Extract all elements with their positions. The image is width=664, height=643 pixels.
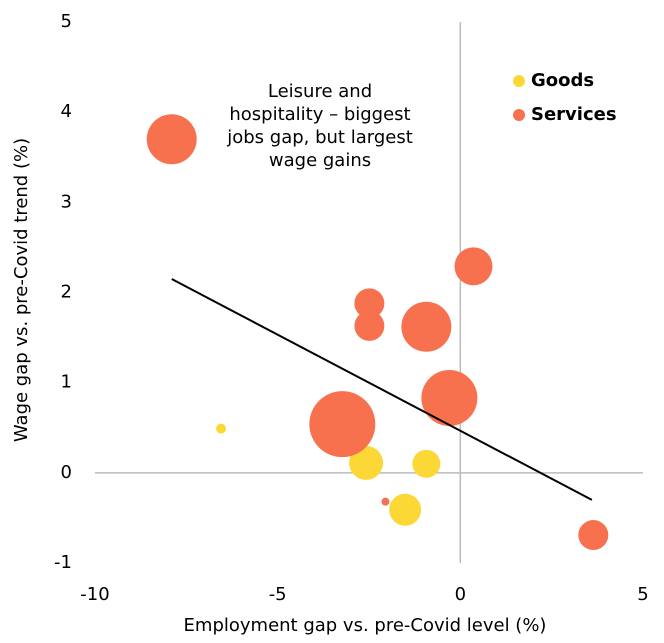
- y-tick-label: 0: [61, 462, 72, 483]
- annotation: Leisure and: [268, 81, 372, 102]
- bubble: [454, 247, 493, 286]
- bubble: [216, 423, 227, 434]
- trend-line: [171, 278, 593, 501]
- x-tick-label: -10: [80, 584, 109, 605]
- annotation: jobs gap, but largest: [226, 127, 413, 148]
- bubble: [389, 493, 422, 526]
- annotation: hospitality – biggest: [229, 104, 410, 125]
- y-tick-label: 3: [61, 191, 72, 212]
- x-tick-label: -5: [269, 584, 287, 605]
- x-tick-label: 5: [637, 584, 648, 605]
- bubble: [354, 288, 385, 319]
- y-tick-label: 4: [61, 101, 72, 122]
- bubble: [349, 445, 384, 480]
- bubble: [309, 391, 376, 458]
- annotation: wage gains: [269, 150, 371, 171]
- y-tick-label: 5: [61, 11, 72, 32]
- legend-marker: [513, 109, 525, 121]
- legend-marker: [513, 75, 525, 87]
- bubble: [146, 114, 197, 165]
- bubble: [401, 301, 452, 352]
- x-axis-label: Employment gap vs. pre-Covid level (%): [184, 615, 547, 636]
- legend-label: Goods: [531, 70, 594, 91]
- y-tick-label: 2: [61, 282, 72, 303]
- bubble: [421, 369, 478, 426]
- y-tick-label: -1: [54, 552, 72, 573]
- y-axis-label: Wage gap vs. pre-Covid trend (%): [11, 138, 32, 442]
- bubble: [381, 497, 390, 506]
- x-tick-label: 0: [455, 584, 466, 605]
- bubble: [578, 520, 609, 551]
- legend-label: Services: [531, 104, 617, 125]
- bubble: [412, 449, 441, 478]
- y-tick-label: 1: [61, 372, 72, 393]
- bubble: [354, 310, 385, 341]
